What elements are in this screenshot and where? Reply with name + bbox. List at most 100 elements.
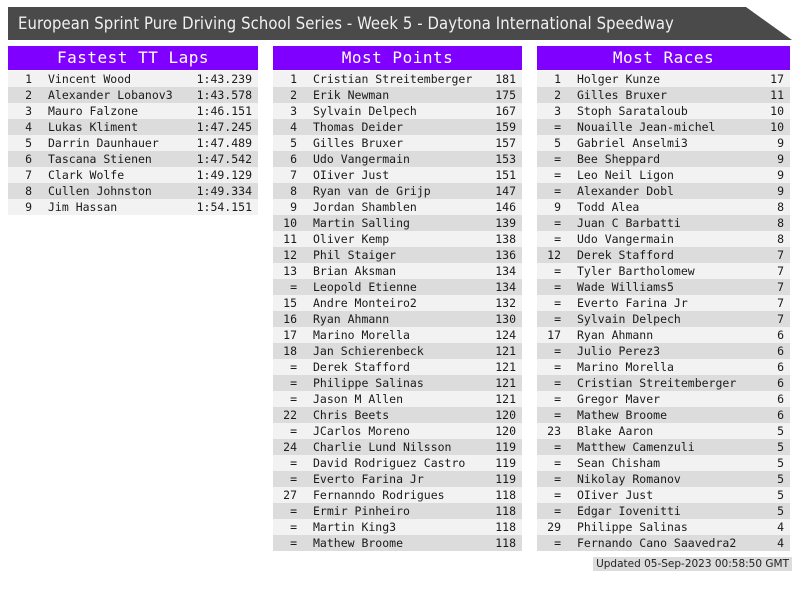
table-row: 3 Mauro Falzone 1:46.151 xyxy=(8,103,258,119)
row-driver-name: Jason M Allen xyxy=(313,392,404,406)
row-value: 6 xyxy=(777,392,784,406)
row-value: 121 xyxy=(495,360,516,374)
row-driver-name: Wade Williams5 xyxy=(577,280,674,294)
table-fastest-tt-laps: 1 Vincent Wood 1:43.239 2 Alexander Lobanov3… xyxy=(8,71,258,215)
row-driver-name: Cristian Streitemberger xyxy=(313,72,473,86)
row-value: 8 xyxy=(777,200,784,214)
row-value: 6 xyxy=(777,408,784,422)
row-position: = xyxy=(290,376,297,390)
table-row: 1 Holger Kunze 17 xyxy=(537,71,790,87)
row-position: = xyxy=(554,232,561,246)
row-value: 153 xyxy=(495,152,516,166)
table-row: 23 Blake Aaron 5 xyxy=(537,423,790,439)
row-position: = xyxy=(554,280,561,294)
row-position: = xyxy=(554,120,561,134)
table-row: = Wade Williams5 7 xyxy=(537,279,790,295)
row-driver-name: Phil Staiger xyxy=(313,248,397,262)
row-value: 1:43.578 xyxy=(196,88,252,102)
row-position: = xyxy=(554,312,561,326)
row-driver-name: Fernanndo Rodrigues xyxy=(313,488,445,502)
row-position: = xyxy=(290,472,297,486)
row-position: 24 xyxy=(283,440,297,454)
row-position: = xyxy=(290,536,297,550)
row-position: 9 xyxy=(25,200,32,214)
table-most-points: 1 Cristian Streitemberger 181 2 Erik Newman 1… xyxy=(273,71,522,551)
row-driver-name: Edgar Iovenitti xyxy=(577,504,681,518)
table-row: 5 Darrin Daunhauer 1:47.489 xyxy=(8,135,258,151)
row-value: 1:49.334 xyxy=(196,184,252,198)
row-value: 7 xyxy=(777,264,784,278)
table-row: 17 Ryan Ahmann 6 xyxy=(537,327,790,343)
row-position: 18 xyxy=(283,344,297,358)
table-row: 8 Ryan van de Grijp 147 xyxy=(273,183,522,199)
table-row: 29 Philippe Salinas 4 xyxy=(537,519,790,535)
row-value: 120 xyxy=(495,408,516,422)
row-value: 10 xyxy=(770,104,784,118)
row-position: 12 xyxy=(547,248,561,262)
row-position: 2 xyxy=(290,88,297,102)
table-row: 2 Gilles Bruxer 11 xyxy=(537,87,790,103)
row-driver-name: Nikolay Romanov xyxy=(577,472,681,486)
row-driver-name: Marino Morella xyxy=(313,328,410,342)
row-driver-name: Julio Perez3 xyxy=(577,344,661,358)
table-row: = Jason M Allen 121 xyxy=(273,391,522,407)
row-value: 118 xyxy=(495,520,516,534)
row-driver-name: Leo Neil Ligon xyxy=(577,168,674,182)
table-row: 15 Andre Monteiro2 132 xyxy=(273,295,522,311)
table-row: 3 Sylvain Delpech 167 xyxy=(273,103,522,119)
row-position: 5 xyxy=(554,136,561,150)
row-driver-name: Derek Stafford xyxy=(313,360,410,374)
table-row: 12 Phil Staiger 136 xyxy=(273,247,522,263)
row-value: 5 xyxy=(777,424,784,438)
row-position: = xyxy=(290,504,297,518)
row-position: 6 xyxy=(25,152,32,166)
row-position: 12 xyxy=(283,248,297,262)
row-value: 1:54.151 xyxy=(196,200,252,214)
row-position: 16 xyxy=(283,312,297,326)
table-row: 2 Alexander Lobanov3 1:43.578 xyxy=(8,87,258,103)
row-value: 9 xyxy=(777,184,784,198)
row-driver-name: Martin King3 xyxy=(313,520,397,534)
table-row: 3 Stoph Sarataloub 10 xyxy=(537,103,790,119)
row-driver-name: David Rodriguez Castro xyxy=(313,456,466,470)
table-row: 2 Erik Newman 175 xyxy=(273,87,522,103)
row-value: 8 xyxy=(777,216,784,230)
table-row: 9 Jordan Shamblen 146 xyxy=(273,199,522,215)
row-position: 1 xyxy=(25,72,32,86)
panel-most-points: Most Points 1 Cristian Streitemberger 181 2… xyxy=(273,46,522,551)
row-position: 1 xyxy=(290,72,297,86)
table-row: = Gregor Maver 6 xyxy=(537,391,790,407)
row-position: 15 xyxy=(283,296,297,310)
row-position: 22 xyxy=(283,408,297,422)
row-value: 11 xyxy=(770,88,784,102)
row-position: 7 xyxy=(290,168,297,182)
row-position: = xyxy=(554,408,561,422)
row-driver-name: Todd Alea xyxy=(577,200,640,214)
row-driver-name: Alexander Lobanov3 xyxy=(48,88,173,102)
row-driver-name: Ermir Pinheiro xyxy=(313,504,410,518)
row-value: 118 xyxy=(495,536,516,550)
row-value: 6 xyxy=(777,360,784,374)
row-position: 5 xyxy=(290,136,297,150)
row-position: = xyxy=(554,168,561,182)
table-row: 16 Ryan Ahmann 130 xyxy=(273,311,522,327)
panel-fastest-tt-laps: Fastest TT Laps 1 Vincent Wood 1:43.239 2 Al… xyxy=(8,46,258,215)
row-position: 2 xyxy=(25,88,32,102)
row-driver-name: Nouaille Jean-michel xyxy=(577,120,716,134)
row-driver-name: Cullen Johnston xyxy=(48,184,152,198)
row-value: 119 xyxy=(495,472,516,486)
table-row: 11 Oliver Kemp 138 xyxy=(273,231,522,247)
table-row: 5 Gabriel Anselmi3 9 xyxy=(537,135,790,151)
page-title: European Sprint Pure Driving School Seri… xyxy=(18,14,674,33)
row-driver-name: Philippe Salinas xyxy=(313,376,424,390)
row-driver-name: Marino Morella xyxy=(577,360,674,374)
row-value: 119 xyxy=(495,456,516,470)
row-value: 7 xyxy=(777,248,784,262)
row-position: = xyxy=(554,504,561,518)
table-row: = Mathew Broome 6 xyxy=(537,407,790,423)
row-value: 9 xyxy=(777,152,784,166)
row-position: 23 xyxy=(547,424,561,438)
row-position: = xyxy=(554,216,561,230)
table-row: = Leo Neil Ligon 9 xyxy=(537,167,790,183)
table-row: = JCarlos Moreno 120 xyxy=(273,423,522,439)
